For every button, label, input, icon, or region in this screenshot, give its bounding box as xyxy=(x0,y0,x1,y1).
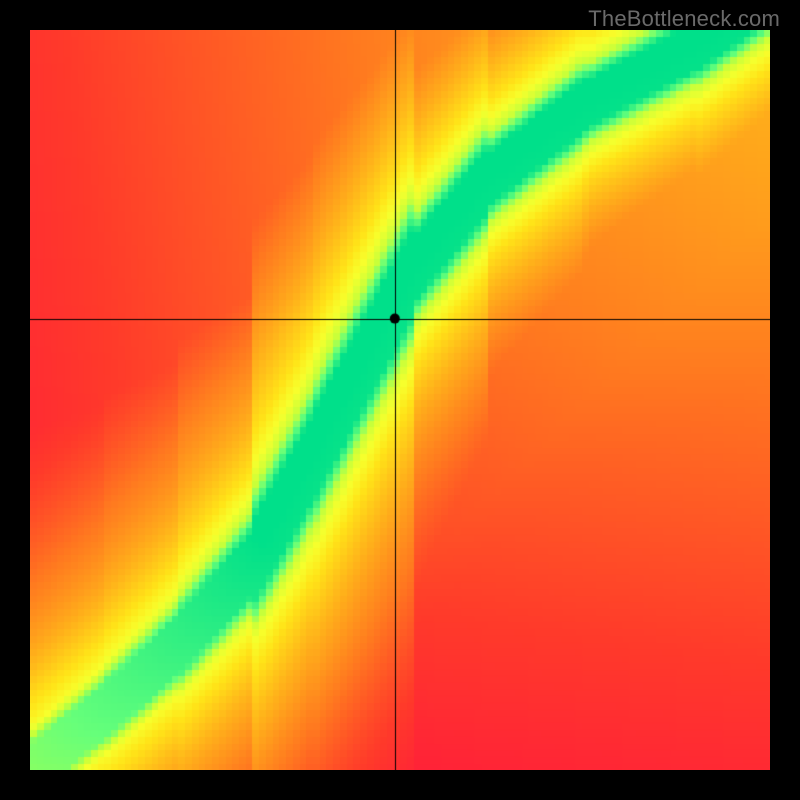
chart-container: TheBottleneck.com xyxy=(0,0,800,800)
watermark-text: TheBottleneck.com xyxy=(588,6,780,32)
overlay-canvas xyxy=(30,30,770,770)
